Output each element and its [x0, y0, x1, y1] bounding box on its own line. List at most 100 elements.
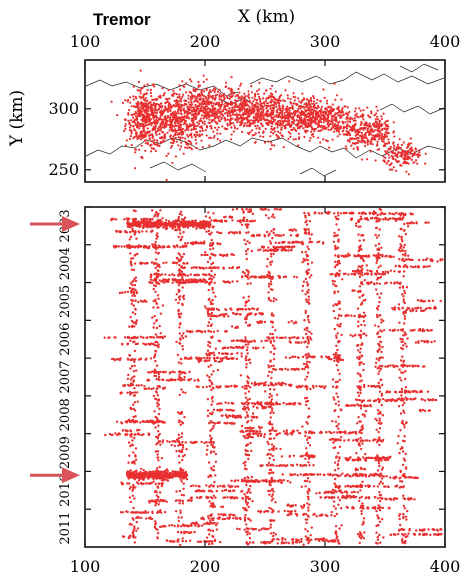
tremor-point [288, 336, 291, 340]
map-point [256, 124, 259, 127]
tremor-point [201, 242, 205, 245]
map-point [224, 112, 227, 115]
map-point [341, 130, 344, 133]
tremor-point [189, 377, 192, 381]
tremor-point [421, 408, 425, 412]
map-point [134, 111, 137, 114]
map-point [401, 152, 404, 155]
map-point [209, 90, 212, 93]
tremor-point [163, 245, 166, 249]
tremor-point [244, 426, 247, 430]
tremor-point [325, 495, 328, 499]
tremor-point [126, 336, 129, 339]
map-point [358, 107, 361, 110]
map-point [291, 128, 294, 131]
tremor-point [316, 473, 320, 476]
map-point [324, 111, 327, 114]
map-point [127, 113, 130, 116]
tremor-point [184, 245, 188, 248]
map-point [336, 135, 339, 138]
map-point [292, 138, 295, 141]
top-x-axis-label: X (km) [238, 7, 295, 27]
map-point [386, 150, 389, 153]
map-point [348, 134, 352, 137]
tremor-point [338, 314, 341, 317]
map-point [203, 123, 206, 126]
map-point [331, 119, 334, 122]
tremor-point [209, 441, 213, 444]
tremor-point [221, 485, 224, 488]
tremor-point [121, 535, 125, 538]
tremor-point [137, 516, 141, 519]
tremor-point [198, 485, 201, 488]
map-point [316, 123, 319, 126]
tremor-point [203, 356, 206, 360]
map-point [287, 137, 290, 140]
map-point [379, 136, 382, 140]
tremor-point [124, 291, 127, 294]
tremor-point [217, 266, 220, 269]
map-point [208, 94, 211, 97]
tremor-point [217, 513, 220, 516]
map-point [355, 112, 358, 115]
tremor-point [315, 492, 318, 495]
tremor-point [252, 479, 255, 483]
map-point [369, 116, 372, 119]
map-point [344, 121, 347, 124]
tremor-point [148, 343, 151, 346]
tremor-point [162, 499, 165, 502]
map-point [223, 92, 226, 95]
map-point [228, 97, 231, 100]
map-point [380, 115, 383, 118]
map-point [348, 110, 351, 114]
map-point [263, 114, 267, 117]
tremor-point [208, 357, 211, 360]
map-point [298, 111, 301, 114]
map-point [152, 101, 156, 105]
map-point [295, 124, 298, 127]
tremor-point [427, 398, 430, 401]
tremor-point [226, 421, 229, 425]
tremor-point [202, 267, 205, 270]
tremor-point [339, 439, 342, 442]
map-point [269, 135, 272, 138]
map-point [299, 126, 302, 129]
map-point [308, 139, 311, 142]
map-point [218, 95, 221, 98]
tremor-point [287, 321, 290, 324]
tremor-point [236, 527, 239, 530]
map-point [182, 152, 185, 155]
tremor-point [190, 266, 194, 270]
tremor-point [215, 489, 218, 493]
tremor-point [115, 230, 119, 233]
tremor-point [263, 433, 267, 436]
map-point [352, 119, 355, 122]
tremor-point [221, 489, 224, 493]
tremor-point [409, 213, 413, 216]
map-point [193, 95, 196, 98]
tremor-point [119, 230, 122, 234]
map-point [310, 122, 313, 125]
map-point [185, 125, 188, 128]
tremor-point [192, 266, 196, 269]
map-point [340, 98, 343, 101]
map-point [242, 125, 246, 128]
map-point [418, 151, 421, 154]
tremor-point [280, 246, 284, 249]
tremor-point [254, 479, 258, 482]
map-point [160, 109, 163, 112]
map-point [230, 126, 233, 129]
tremor-point [437, 529, 440, 532]
map-point [327, 124, 331, 127]
map-point [132, 125, 135, 128]
map-point [137, 100, 140, 103]
map-point [262, 97, 265, 100]
map-point [339, 116, 343, 119]
map-point [287, 131, 290, 134]
map-point [262, 135, 265, 138]
tremor-point [220, 220, 224, 223]
map-point [160, 122, 163, 125]
map-point [171, 116, 174, 119]
tremor-point [417, 365, 420, 368]
map-point [195, 142, 198, 145]
